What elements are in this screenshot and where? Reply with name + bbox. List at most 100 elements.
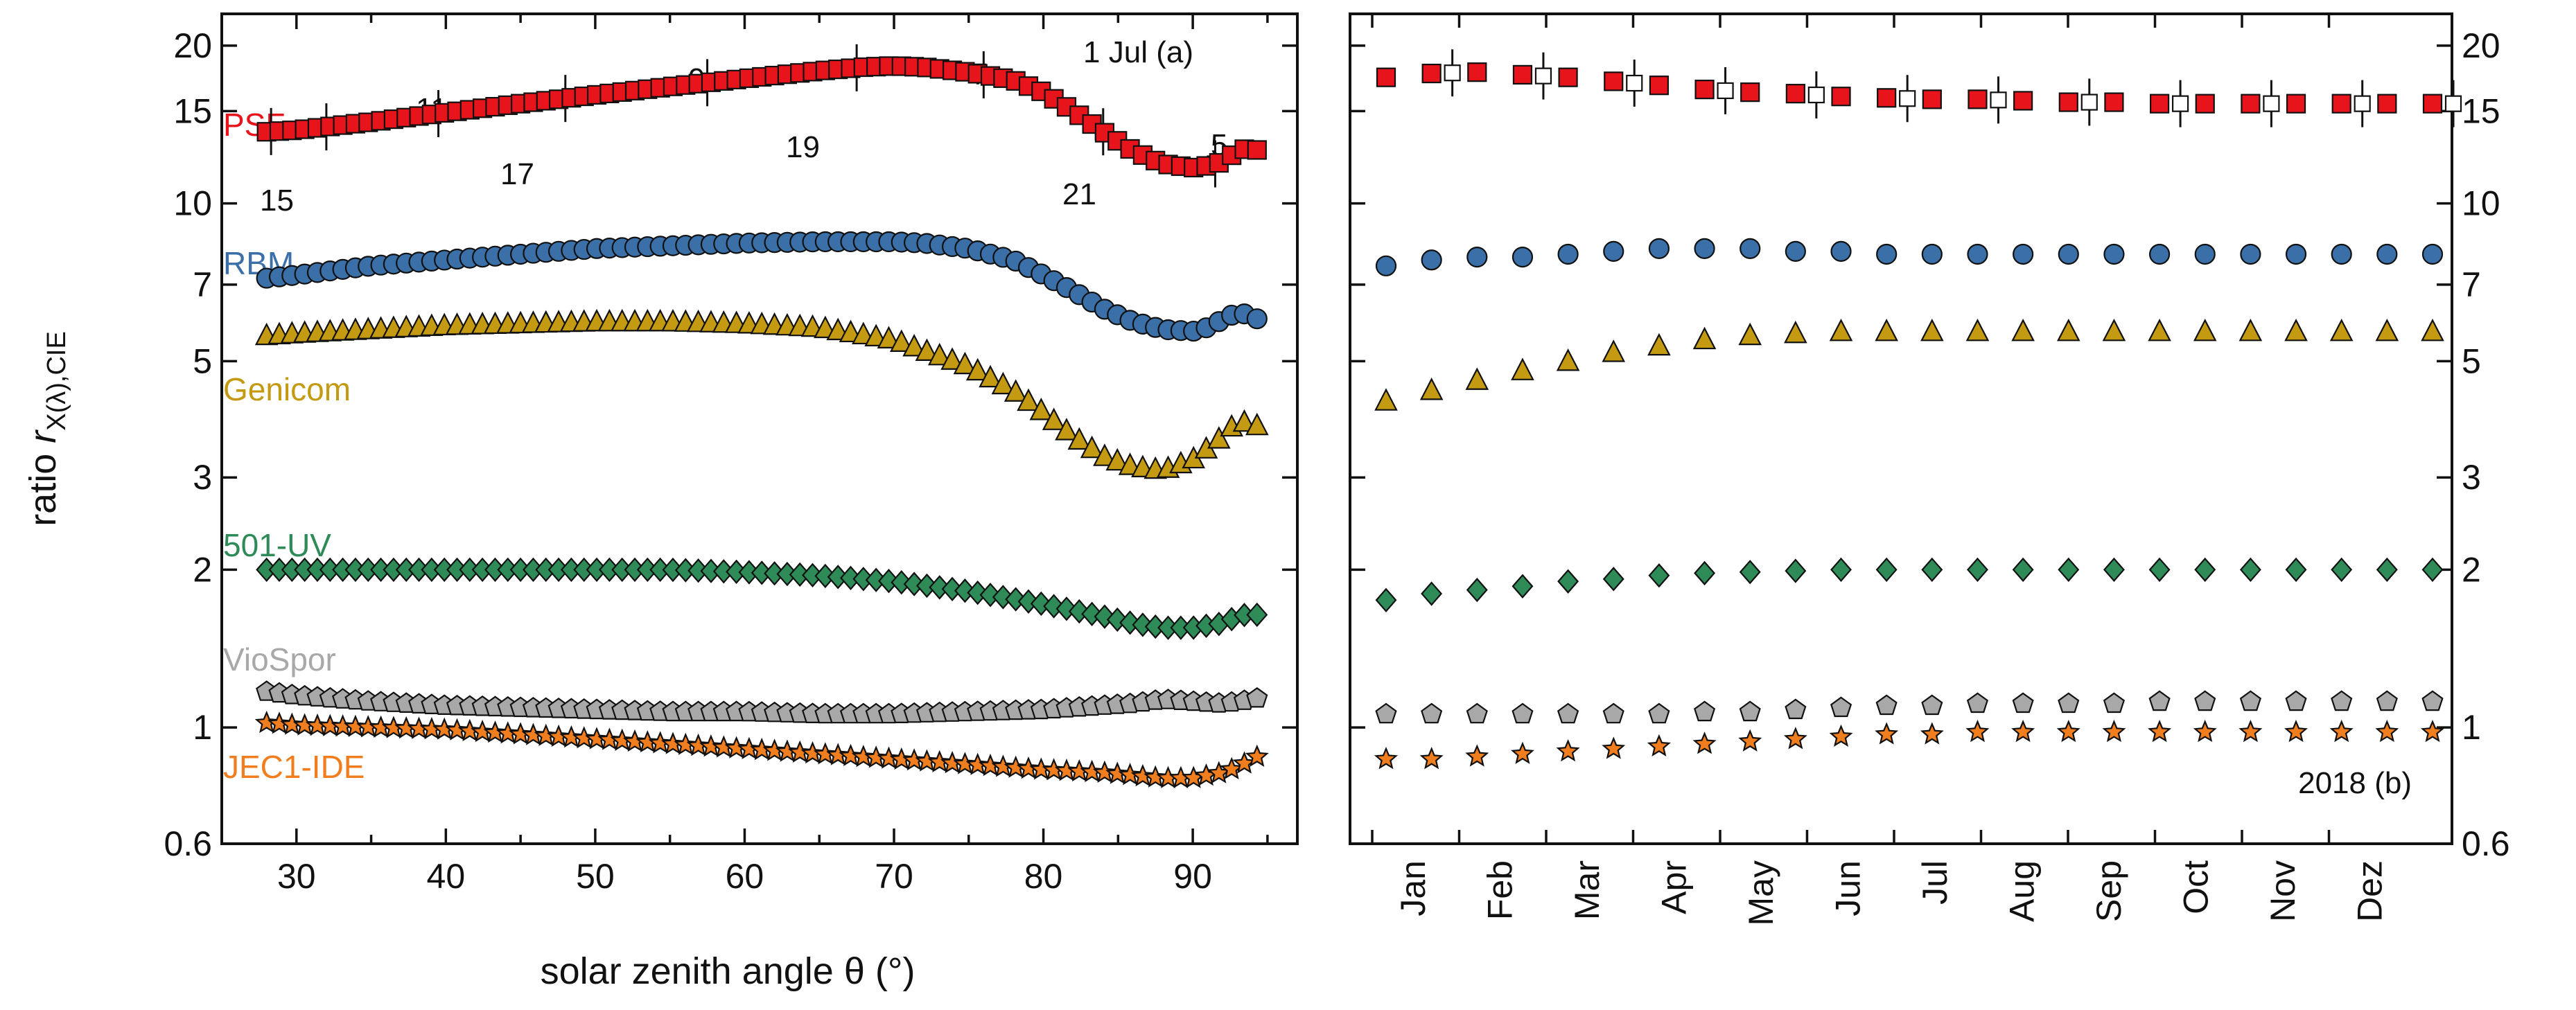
y-tick-label-left: 15 — [173, 91, 212, 130]
x-tick-label: 40 — [427, 857, 466, 896]
point-b-jec1ide — [2329, 719, 2354, 743]
point-b-rbm — [1740, 238, 1761, 259]
point-b-501uv — [1694, 560, 1716, 586]
month-label: Aug — [2003, 860, 2042, 922]
point-a-jec1ide — [1245, 744, 1269, 768]
point-b-genicom — [2102, 318, 2126, 342]
month-label: Oct — [2177, 860, 2216, 914]
point-b-genicom — [1374, 388, 1398, 411]
x-tick-label: 90 — [1173, 857, 1212, 896]
hour-label: 15 — [260, 184, 294, 218]
y-axis-title-var: r — [22, 429, 64, 443]
hour-label: 19 — [786, 130, 820, 164]
point-b-genicom — [2011, 318, 2035, 342]
point-b-jec1ide — [1965, 719, 1990, 743]
point-b-rbm — [1375, 255, 1397, 276]
point-b-genicom — [2329, 318, 2354, 342]
point-b-genicom — [2148, 318, 2171, 342]
x-tick-label: 70 — [875, 857, 913, 896]
month-label: Apr — [1655, 860, 1694, 914]
point-b-genicom — [2375, 318, 2399, 342]
point-b-501uv — [1421, 581, 1443, 606]
point-b-genicom — [1784, 320, 1807, 344]
month-label: Feb — [1481, 860, 1520, 920]
point-a-genicom — [927, 342, 952, 366]
point-b-psf — [1604, 71, 1624, 91]
point-b-rbm — [1557, 243, 1579, 265]
point-b-rbm — [2331, 243, 2352, 265]
point-a-genicom — [1093, 443, 1116, 466]
point-b-genicom — [2193, 318, 2217, 342]
point-b-rbm — [1512, 246, 1534, 268]
point-b-jec1ide — [2238, 719, 2263, 743]
month-marker — [2171, 95, 2189, 112]
point-b-jec1ide — [2375, 719, 2399, 743]
point-b-jec1ide — [1419, 747, 1444, 770]
point-b-rbm — [2103, 243, 2125, 265]
point-b-501uv — [1875, 557, 1898, 583]
series-label-501uv: 501-UV — [223, 527, 331, 563]
y-tick-label-left: 2 — [193, 550, 212, 589]
point-a-genicom — [1080, 435, 1104, 459]
point-b-viospor — [2239, 690, 2261, 711]
x-axis-title: solar zenith angle θ (°) — [541, 950, 915, 992]
point-b-jec1ide — [2056, 719, 2080, 743]
axes-layer: 0.6 0.6 1 1 2 2 3 3 5 5 7 7 10 10 15 15 20 20 30 40 50 60 70 80… — [164, 14, 2510, 925]
point-a-genicom — [1232, 409, 1256, 432]
point-b-jec1ide — [1465, 744, 1489, 767]
series-label-viospor: VioSpor — [223, 641, 336, 677]
point-b-genicom — [1465, 367, 1489, 390]
x-tick-label: 50 — [576, 857, 615, 896]
point-b-psf — [2377, 94, 2397, 114]
point-b-viospor — [2376, 690, 2398, 711]
x-tick-label: 80 — [1024, 857, 1063, 896]
point-b-jec1ide — [1692, 732, 1717, 754]
month-marker — [1444, 64, 1461, 82]
month-label: Mar — [1568, 860, 1606, 920]
point-b-rbm — [1694, 238, 1715, 259]
point-b-psf — [1558, 67, 1578, 87]
point-b-501uv — [2421, 557, 2444, 583]
point-a-genicom — [1004, 379, 1028, 402]
point-b-jec1ide — [1602, 736, 1626, 759]
point-b-501uv — [1921, 557, 1943, 583]
point-a-viospor — [1246, 686, 1268, 708]
point-b-genicom — [1511, 357, 1534, 380]
point-b-genicom — [1692, 326, 1717, 350]
point-a-genicom — [940, 347, 964, 370]
point-a-genicom — [991, 371, 1015, 395]
point-a-501uv — [915, 573, 938, 599]
point-b-genicom — [1829, 318, 1853, 342]
month-marker — [2354, 95, 2371, 112]
point-b-viospor — [2285, 690, 2307, 711]
point-b-501uv — [1557, 569, 1579, 594]
point-b-jec1ide — [1920, 722, 1944, 745]
point-a-genicom — [1067, 427, 1092, 450]
point-b-jec1ide — [1783, 727, 1807, 750]
month-marker — [2444, 95, 2462, 112]
y-axis-title-sub: X(λ),CIE — [42, 331, 71, 431]
point-b-genicom — [2056, 318, 2080, 342]
panel-b-frame — [1349, 12, 2453, 845]
point-b-viospor — [1921, 694, 1943, 716]
point-b-jec1ide — [1738, 729, 1762, 752]
point-b-psf — [1922, 89, 1942, 109]
month-marker — [1807, 86, 1825, 104]
point-b-genicom — [1920, 318, 1944, 342]
point-b-genicom — [1647, 333, 1671, 356]
y-tick-label-right: 7 — [2462, 265, 2481, 304]
point-b-genicom — [1965, 318, 1990, 342]
point-b-501uv — [2239, 557, 2261, 583]
point-b-psf — [2013, 91, 2033, 111]
point-a-jec1ide — [1118, 763, 1142, 786]
point-b-viospor — [1694, 700, 1716, 722]
point-a-jec1ide — [1105, 761, 1130, 784]
point-b-jec1ide — [1510, 741, 1534, 764]
point-b-jec1ide — [2420, 719, 2445, 743]
point-b-viospor — [1648, 702, 1670, 724]
month-label: May — [1742, 860, 1780, 925]
point-b-viospor — [1375, 702, 1397, 724]
panel-a-annotation: 1 Jul (a) — [1083, 35, 1193, 69]
point-a-501uv — [1246, 602, 1268, 628]
